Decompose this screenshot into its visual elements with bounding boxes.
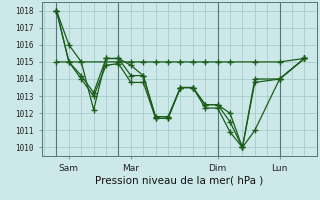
X-axis label: Pression niveau de la mer( hPa ): Pression niveau de la mer( hPa ) xyxy=(95,175,263,185)
